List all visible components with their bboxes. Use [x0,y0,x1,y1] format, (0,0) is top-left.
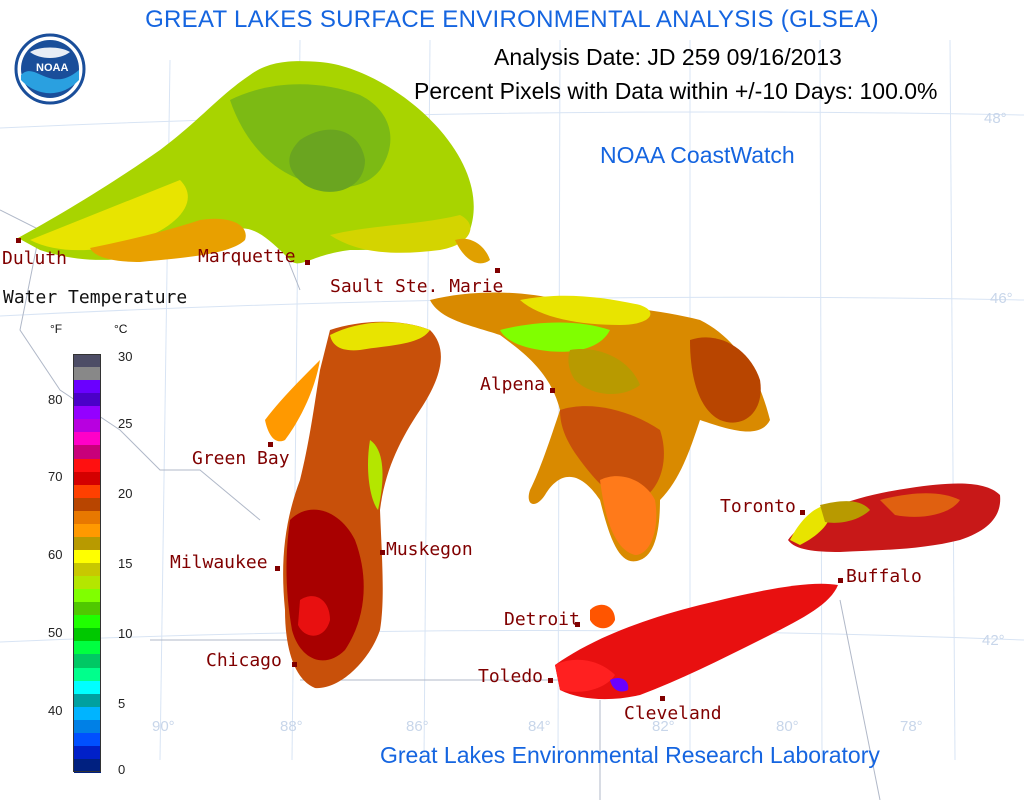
colorbar-segment [74,745,101,760]
c-tick-25: 25 [118,416,133,431]
city-sault-ste-marie: Sault Ste. Marie [330,276,504,297]
colorbar-segment [74,471,101,486]
colorbar-segment [74,510,101,525]
city-chicago: Chicago [206,650,282,671]
colorbar-segment [74,641,101,655]
f-tick-60: 60 [48,547,63,562]
page-title: GREAT LAKES SURFACE ENVIRONMENTAL ANALYS… [145,6,879,33]
lake-huron [430,292,770,562]
colorbar-segment [74,563,101,577]
lat-label-48: 48° [984,110,1007,127]
c-tick-10: 10 [118,626,133,641]
city-buffalo: Buffalo [846,566,922,587]
percent-pixels: Percent Pixels with Data within +/-10 Da… [414,78,938,104]
colorbar-segment [74,458,101,473]
city-duluth: Duluth [2,248,68,269]
lake-erie [555,583,838,700]
lat-label-46: 46° [990,290,1013,307]
logo-text: NOAA [36,62,69,74]
lon-label-86: 86° [406,718,429,735]
lake-st-clair [590,604,615,629]
lake-ontario [788,483,1001,552]
city-detroit: Detroit [504,609,580,630]
f-tick-50: 50 [48,625,63,640]
colorbar-segment [74,706,101,721]
colorbar-segment [74,693,101,708]
c-tick-15: 15 [118,556,133,571]
lat-label-42: 42° [982,632,1005,649]
lon-label-80: 80° [776,718,799,735]
colorbar-segment [74,680,101,695]
colorbar-segment [74,654,101,668]
analysis-date: Analysis Date: JD 259 09/16/2013 [494,44,842,70]
city-milwaukee: Milwaukee [170,552,268,573]
footer-label: Great Lakes Environmental Research Labor… [380,742,880,768]
colorbar-segment [74,419,101,433]
colorbar-segment [74,380,101,394]
colorbar-frame [73,354,101,772]
colorbar-segment [74,758,101,773]
lon-label-82: 82° [652,718,675,735]
colorbar-segment [74,406,101,420]
city-green-bay: Green Bay [192,448,290,469]
colorbar-segment [74,393,101,407]
f-tick-40: 40 [48,703,63,718]
c-tick-5: 5 [118,696,126,711]
colorbar-segment [74,589,101,603]
city-marquette: Marquette [198,246,296,267]
city-toledo: Toledo [478,666,544,687]
colorbar-segment [74,523,101,538]
colorbar-segment [74,549,101,564]
legend-unit-c: °C [114,322,128,336]
lon-label-78: 78° [900,718,923,735]
lon-label-90: 90° [152,718,175,735]
lon-label-88: 88° [280,718,303,735]
c-tick-20: 20 [118,486,133,501]
city-toronto: Toronto [720,496,796,517]
colorbar-segment [74,354,101,368]
colorbar-segment [74,732,101,747]
lake-michigan [265,321,441,689]
colorbar-segment [74,432,101,446]
lake-superior [18,61,490,264]
colorbar-segment [74,615,101,629]
colorbar-segment [74,484,101,499]
f-tick-70: 70 [48,469,63,484]
c-tick-30: 30 [118,349,133,364]
c-tick-0: 0 [118,762,126,777]
city-alpena: Alpena [480,374,546,395]
colorbar-segment [74,445,101,459]
legend-title: Water Temperature [3,287,188,308]
colorbar-segment [74,536,101,551]
legend-unit-f: °F [50,322,63,336]
city-cleveland: Cleveland [624,703,722,724]
colorbar-segment [74,602,101,616]
colorbar-segment [74,367,101,381]
colorbar-segment [74,667,101,682]
colorbar-segment [74,576,101,590]
colorbar-segment [74,628,101,642]
colorbar-segment [74,497,101,512]
city-muskegon: Muskegon [386,539,473,560]
source-label: NOAA CoastWatch [600,142,795,168]
f-tick-80: 80 [48,392,63,407]
colorbar-segment [74,719,101,734]
noaa-logo [14,33,86,105]
lon-label-84: 84° [528,718,551,735]
